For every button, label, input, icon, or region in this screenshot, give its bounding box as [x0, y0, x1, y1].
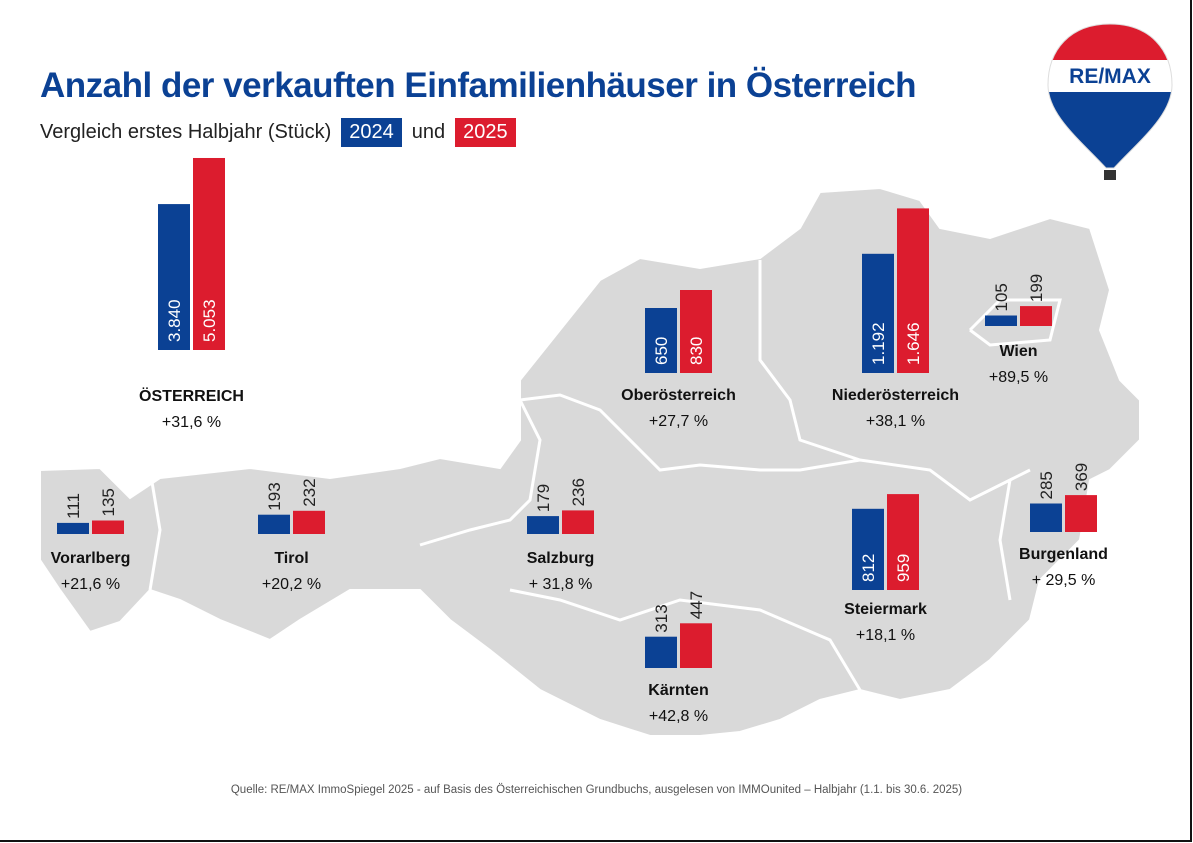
- bar-burgenland-2025: [1065, 495, 1097, 532]
- bar-oberösterreich-2024: [645, 308, 677, 373]
- value-label-vorarlberg-2025: 135: [99, 488, 118, 516]
- value-label-steiermark-2025: 959: [894, 554, 913, 582]
- change-label-österreich: +31,6 %: [162, 414, 221, 431]
- bar-steiermark-2024: [852, 508, 884, 590]
- value-label-vorarlberg-2024: 111: [64, 493, 83, 519]
- source-note: Quelle: RE/MAX ImmoSpiegel 2025 - auf Ba…: [230, 784, 963, 796]
- value-label-salzburg-2024: 179: [534, 484, 553, 512]
- region-name-vorarlberg: Vorarlberg: [51, 550, 131, 567]
- value-label-oberösterreich-2024: 650: [652, 337, 671, 365]
- bar-vorarlberg-2025: [92, 520, 124, 534]
- value-label-niederösterreich-2024: 1.192: [869, 322, 888, 365]
- legend-2025: 2025: [455, 118, 516, 147]
- bar-vorarlberg-2024: [57, 522, 89, 534]
- value-label-österreich-2024: 3.840: [165, 299, 184, 342]
- change-label-vorarlberg: +21,6 %: [61, 576, 120, 593]
- value-label-wien-2025: 199: [1027, 274, 1046, 302]
- bar-salzburg-2024: [527, 516, 559, 534]
- value-label-oberösterreich-2025: 830: [687, 337, 706, 365]
- bar-niederösterreich-2025: [897, 208, 929, 373]
- change-label-oberösterreich: +27,7 %: [649, 413, 708, 430]
- value-label-steiermark-2024: 812: [859, 554, 878, 582]
- bar-wien-2025: [1020, 306, 1052, 326]
- change-label-steiermark: +18,1 %: [856, 627, 915, 644]
- bar-kärnten-2024: [645, 636, 677, 668]
- value-label-wien-2024: 105: [992, 283, 1011, 311]
- bar-österreich-2025: [193, 157, 225, 350]
- bar-wien-2024: [985, 315, 1017, 326]
- value-label-niederösterreich-2025: 1.646: [904, 322, 923, 365]
- change-label-niederösterreich: +38,1 %: [866, 413, 925, 430]
- bar-tirol-2024: [258, 514, 290, 534]
- value-label-salzburg-2025: 236: [569, 478, 588, 506]
- value-label-österreich-2025: 5.053: [200, 299, 219, 342]
- bar-tirol-2025: [293, 510, 325, 534]
- value-label-kärnten-2025: 447: [687, 591, 706, 619]
- region-name-wien: Wien: [999, 343, 1037, 360]
- value-label-kärnten-2024: 313: [652, 604, 671, 632]
- chart-subtitle: Vergleich erstes Halbjahr (Stück) 2024 u…: [40, 118, 516, 147]
- bar-niederösterreich-2024: [862, 253, 894, 373]
- legend-and: und: [411, 121, 446, 143]
- region-name-niederösterreich: Niederösterreich: [832, 387, 959, 404]
- value-label-tirol-2025: 232: [300, 478, 319, 506]
- state-borders: [148, 260, 1062, 691]
- region-name-burgenland: Burgenland: [1019, 546, 1108, 563]
- legend-2024: 2024: [341, 118, 402, 147]
- change-label-kärnten: +42,8 %: [649, 708, 708, 725]
- chart-title: Anzahl der verkauften Einfamilienhäuser …: [40, 66, 917, 105]
- value-label-burgenland-2025: 369: [1072, 463, 1091, 491]
- change-label-salzburg: + 31,8 %: [529, 576, 593, 593]
- bar-kärnten-2025: [680, 623, 712, 668]
- region-name-österreich: ÖSTERREICH: [139, 386, 244, 405]
- region-name-tirol: Tirol: [274, 550, 308, 567]
- value-label-tirol-2024: 193: [265, 482, 284, 510]
- bar-oberösterreich-2025: [680, 290, 712, 373]
- change-label-burgenland: + 29,5 %: [1032, 572, 1096, 589]
- value-label-burgenland-2024: 285: [1037, 471, 1056, 499]
- region-name-steiermark: Steiermark: [844, 601, 927, 618]
- change-label-wien: +89,5 %: [989, 369, 1048, 386]
- bar-österreich-2024: [158, 204, 190, 350]
- change-label-tirol: +20,2 %: [262, 576, 321, 593]
- region-name-kärnten: Kärnten: [648, 682, 708, 699]
- bar-salzburg-2025: [562, 510, 594, 534]
- bar-steiermark-2025: [887, 494, 919, 590]
- subtitle-text: Vergleich erstes Halbjahr (Stück): [40, 121, 332, 143]
- bar-group: 3.840 5.053 ÖSTERREICH +31,6 % 111 135 Vorarlb…: [51, 157, 1108, 725]
- region-name-salzburg: Salzburg: [527, 550, 595, 567]
- region-name-oberösterreich: Oberösterreich: [621, 387, 736, 404]
- bar-burgenland-2024: [1030, 503, 1062, 532]
